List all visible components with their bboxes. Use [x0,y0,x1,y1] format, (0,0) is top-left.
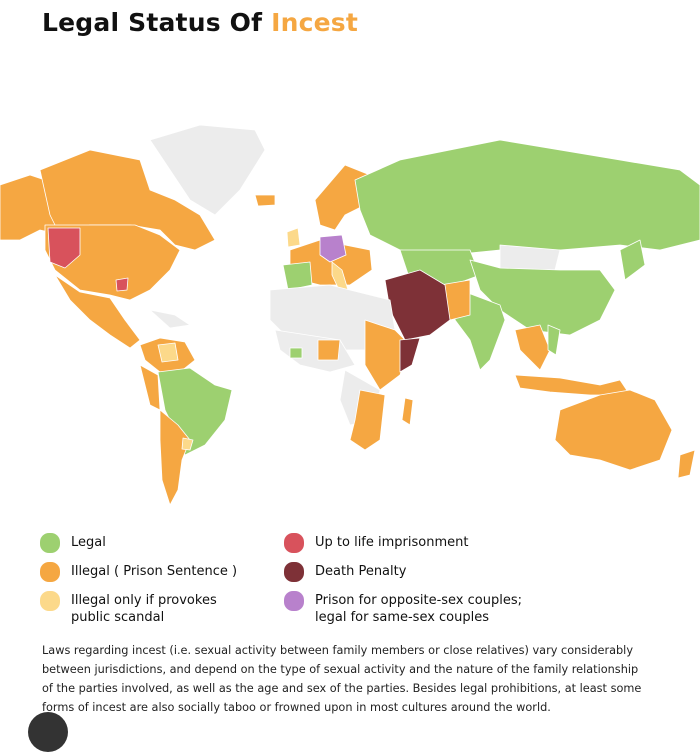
legend-swatch [40,591,60,611]
region-uruguay [181,437,194,451]
legend-swatch [40,533,60,553]
legend-label: Prison for opposite-sex couples; legal f… [315,593,522,625]
title-accent: Incest [271,8,359,37]
region-vietnam [547,324,561,356]
avatar-overlay [28,712,68,752]
legend-label: Illegal ( Prison Sentence ) [71,564,238,579]
page-title: Legal Status Of Incest [42,8,358,37]
region-usa-south-life [115,277,129,292]
legend-label: Legal [71,535,106,550]
region-somalia-death [399,337,421,373]
region-mexico [54,274,141,349]
legend-label: Death Penalty [315,564,407,579]
region-horn-africa [364,319,411,391]
region-public-scandal-venezuela [157,342,179,363]
legend-label: Up to life imprisonment [315,535,469,550]
region-uk-ireland [286,227,301,248]
region-japan [619,239,646,281]
legend-item-legal: Legal [40,533,106,553]
region-madagascar [401,397,414,426]
region-australia [554,389,673,471]
legend-swatch [284,591,304,611]
region-indonesia [514,374,631,396]
legend-swatch [284,533,304,553]
legend-label: Illegal only if provokes public scandal [71,593,217,625]
region-west-africa-orange [317,339,341,361]
legend-swatch [284,562,304,582]
region-peru [139,364,161,411]
region-germany-purple [319,234,347,263]
legend-item-public-scandal: Illegal only if provokes public scandal [40,591,230,626]
region-usa-west-life [47,227,81,269]
world-map [0,124,700,506]
region-spain-portugal [282,261,313,291]
region-greenland [149,124,266,216]
title-prefix: Legal Status Of [42,8,272,37]
legend-item-life-imprisonment: Up to life imprisonment [284,533,469,553]
region-russia [354,139,700,256]
region-iceland [254,194,276,207]
region-argentina-chile [159,409,191,506]
legend-swatch [40,562,60,582]
region-west-africa-green [289,347,303,359]
region-se-asia [514,324,551,371]
legend-item-opposite-sex: Prison for opposite-sex couples; legal f… [284,591,534,626]
region-southern-africa [349,389,386,451]
legend-item-death-penalty: Death Penalty [284,562,407,582]
region-new-zealand [677,449,696,479]
region-caribbean [149,309,191,329]
description: Laws regarding incest (i.e. sexual activ… [42,644,642,714]
legend-item-illegal: Illegal ( Prison Sentence ) [40,562,238,582]
